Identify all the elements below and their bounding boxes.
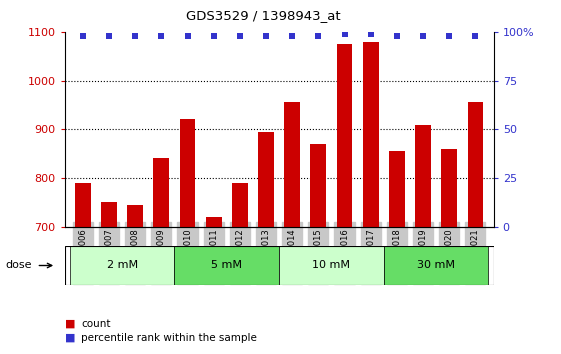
Text: ■: ■: [65, 319, 75, 329]
Bar: [154, 159, 169, 227]
Text: dose: dose: [6, 261, 32, 270]
Bar: [337, 44, 352, 227]
Text: percentile rank within the sample: percentile rank within the sample: [81, 333, 257, 343]
Bar: [467, 102, 483, 227]
Bar: [442, 149, 457, 227]
Text: 10 mM: 10 mM: [312, 261, 351, 270]
Bar: [232, 183, 248, 227]
Text: count: count: [81, 319, 111, 329]
Bar: [279, 246, 384, 285]
Bar: [180, 120, 195, 227]
Bar: [174, 246, 279, 285]
Bar: [206, 217, 222, 227]
Text: 30 mM: 30 mM: [417, 261, 455, 270]
Bar: [101, 202, 117, 227]
Bar: [415, 125, 431, 227]
Text: 2 mM: 2 mM: [107, 261, 137, 270]
Text: ■: ■: [65, 333, 75, 343]
Bar: [75, 183, 91, 227]
Bar: [310, 144, 326, 227]
Text: 5 mM: 5 mM: [211, 261, 242, 270]
Bar: [127, 205, 143, 227]
Bar: [363, 42, 379, 227]
Bar: [258, 132, 274, 227]
Text: GDS3529 / 1398943_at: GDS3529 / 1398943_at: [186, 9, 341, 22]
Bar: [389, 151, 404, 227]
Bar: [284, 102, 300, 227]
Bar: [384, 246, 489, 285]
Bar: [70, 246, 174, 285]
